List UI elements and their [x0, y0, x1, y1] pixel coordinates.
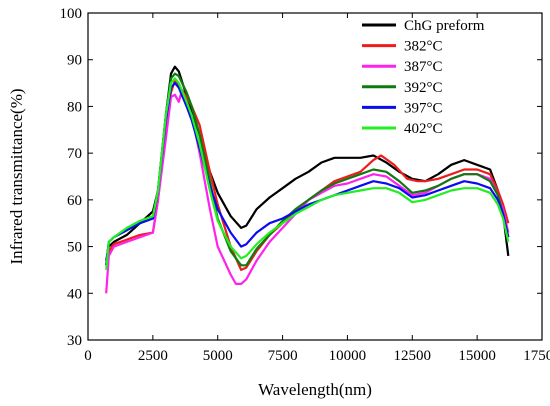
x-tick-label: 7500 [268, 348, 298, 364]
series-layer [105, 65, 510, 294]
y-tick-label: 40 [67, 286, 82, 302]
series-line-0 [105, 65, 510, 261]
x-tick-label: 12500 [394, 348, 432, 364]
legend-label-4: 397°C [404, 100, 443, 116]
y-tick-label: 80 [67, 99, 82, 115]
legend: ChG preform 382°C 387°C 392°C 397°C 402°C [362, 18, 485, 137]
y-tick-label: 30 [67, 333, 82, 349]
x-axis-title: Wavelength(nm) [258, 380, 372, 399]
legend-label-0: ChG preform [404, 18, 485, 34]
plot-frame [87, 12, 543, 341]
x-tick-label: 0 [84, 348, 92, 364]
series-line-5 [105, 77, 510, 271]
legend-label-3: 392°C [404, 80, 443, 96]
y-tick-label: 70 [67, 146, 82, 162]
x-tick-label: 2500 [138, 348, 168, 364]
legend-label-1: 382°C [404, 39, 443, 55]
legend-label-2: 387°C [404, 59, 443, 75]
plot-area: 0 2500 5000 7500 10000 12500 15000 17500 30 40 50 6… [60, 6, 550, 364]
y-tick-label: 100 [60, 6, 83, 22]
x-tick-label: 10000 [329, 348, 367, 364]
y-tick-label: 50 [67, 240, 82, 256]
y-axis-title: Infrared transmittance(%) [7, 88, 26, 264]
legend-label-5: 402°C [404, 121, 443, 137]
x-tick-label: 17500 [523, 348, 550, 364]
y-tick-label: 90 [67, 53, 82, 69]
x-tick-label: 15000 [458, 348, 496, 364]
y-tick-label: 60 [67, 193, 82, 209]
x-tick-label: 5000 [203, 348, 233, 364]
tick-layer: 0 2500 5000 7500 10000 12500 15000 17500 30 40 50 6… [60, 6, 550, 364]
